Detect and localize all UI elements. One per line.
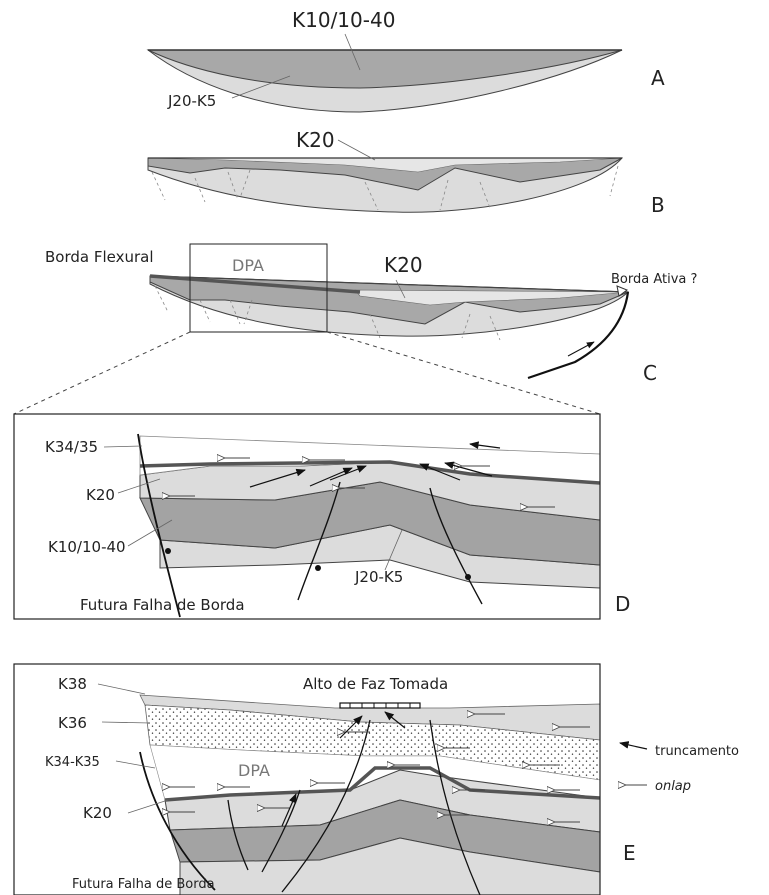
panel-b-middle-layer bbox=[147, 157, 623, 191]
zoom-connector bbox=[13, 331, 601, 415]
panel-e-unit-k36: K36 bbox=[58, 714, 87, 732]
panel-e-frame bbox=[13, 663, 601, 895]
panel-e-fault-3 bbox=[281, 719, 371, 893]
panel-c-zoom-box bbox=[189, 243, 328, 333]
legend-truncation-arrow bbox=[619, 741, 648, 750]
panel-d-truncation-arrows bbox=[249, 441, 501, 488]
panel-e-base-layer bbox=[179, 837, 600, 895]
panel-e-fault-2 bbox=[261, 789, 301, 873]
panel-d-frame bbox=[13, 413, 601, 620]
panel-d-unit-k10: K10/10-40 bbox=[48, 538, 126, 556]
panel-e: Alto de Faz Tomada K38 K36 K34-K35 K20 D… bbox=[13, 663, 636, 895]
panel-c-active-border-fault bbox=[527, 291, 630, 380]
panel-a-top-unit-label: K10/10-40 bbox=[292, 8, 395, 32]
panel-e-high-label: Alto de Faz Tomada bbox=[303, 675, 448, 693]
legend: truncamento onlap bbox=[619, 741, 739, 794]
legend-onlap-label: onlap bbox=[655, 779, 691, 794]
panel-d-fault-right bbox=[429, 487, 483, 605]
panel-d-fault-label: Futura Falha de Borda bbox=[80, 596, 245, 614]
panel-d-letter: D bbox=[615, 592, 630, 616]
panel-a-base-unit-label: J20-K5 bbox=[167, 92, 216, 110]
panel-c-dpa-line bbox=[149, 274, 361, 294]
panel-e-onlap-arrows bbox=[170, 714, 590, 822]
legend-truncation-label: truncamento bbox=[655, 744, 739, 759]
panel-c-right-label: Borda Ativa ? bbox=[611, 272, 697, 287]
panel-a: K10/10-40 J20-K5 A bbox=[146, 8, 665, 113]
panel-e-letter: E bbox=[623, 841, 636, 865]
panel-c-letter: C bbox=[643, 361, 657, 385]
panel-c-unit-label: K20 bbox=[384, 253, 423, 277]
panel-b-faults bbox=[151, 165, 619, 211]
panel-c-left-label: Borda Flexural bbox=[45, 248, 154, 266]
panel-d-fault-left bbox=[297, 481, 341, 601]
panel-e-high-block bbox=[339, 702, 421, 709]
panel-c-dpa-label: DPA bbox=[232, 256, 264, 275]
panel-c-faults bbox=[154, 285, 501, 341]
panel-b-top-wedge bbox=[147, 157, 623, 173]
panel-e-unit-k38: K38 bbox=[58, 675, 87, 693]
panel-e-unit-k20: K20 bbox=[83, 804, 112, 822]
panel-d: K34/35 K20 K10/10-40 J20-K5 Futura Falha… bbox=[13, 413, 630, 620]
panel-d-unit-k34: K34/35 bbox=[45, 438, 98, 456]
panel-b-unit-label: K20 bbox=[296, 128, 335, 152]
panel-e-unit-k34: K34-K35 bbox=[45, 755, 100, 770]
panel-d-border-fault bbox=[137, 433, 181, 618]
panel-c: Borda Flexural DPA K20 Borda Ativa ? C bbox=[45, 243, 697, 385]
panel-e-fault-label: Futura Falha de Borda bbox=[72, 877, 215, 892]
panel-d-unit-k20: K20 bbox=[86, 486, 115, 504]
panel-e-dpa-label: DPA bbox=[238, 761, 270, 780]
panel-a-letter: A bbox=[651, 66, 665, 90]
panel-e-border-fault bbox=[139, 751, 216, 891]
panel-d-onlap-arrows bbox=[170, 458, 555, 507]
panel-a-upper-layer bbox=[147, 49, 623, 89]
panel-b: K20 B bbox=[147, 128, 665, 217]
panel-e-truncation-arrows bbox=[281, 711, 406, 827]
panel-e-fault-1 bbox=[227, 799, 249, 871]
panel-b-letter: B bbox=[651, 193, 665, 217]
panel-d-unit-j20: J20-K5 bbox=[354, 568, 403, 586]
